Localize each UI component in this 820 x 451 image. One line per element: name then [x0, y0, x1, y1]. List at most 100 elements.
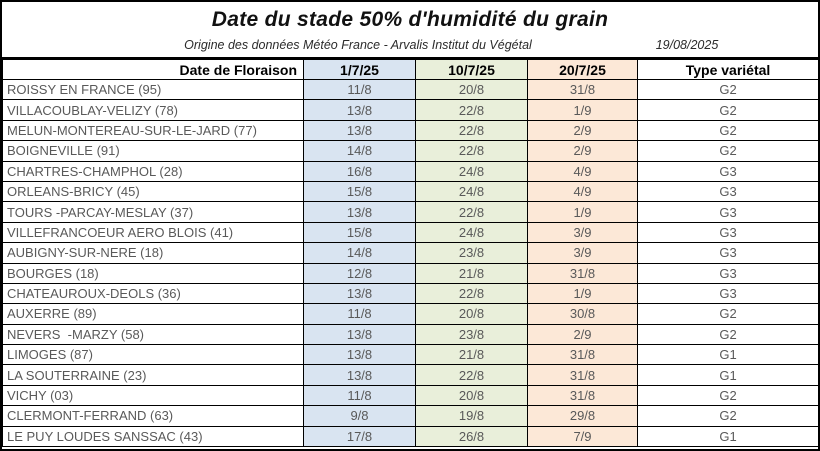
station-cell: LE PUY LOUDES SANSSAC (43)	[2, 425, 304, 448]
station-cell: LIMOGES (87)	[2, 344, 304, 366]
date-cell-20-7: 31/8	[527, 384, 638, 407]
table-row: MELUN-MONTEREAU-SUR-LE-JARD (77) 13/8 22/8…	[2, 119, 818, 142]
date-cell-20-7: 29/8	[527, 405, 638, 427]
station-cell: AUXERRE (89)	[2, 303, 304, 325]
variety-type-cell: G3	[637, 262, 818, 284]
table-row: LE PUY LOUDES SANSSAC (43) 17/8 26/8 7/9 G1	[2, 425, 818, 448]
date-cell-20-7: 4/9	[527, 180, 638, 203]
subtitle-row: Origine des données Météo France - Arval…	[2, 38, 818, 57]
table-row: BOIGNEVILLE (91) 14/8 22/8 2/9 G2	[2, 140, 818, 162]
variety-type-cell: G1	[637, 425, 818, 448]
date-cell-20-7: 1/9	[527, 99, 638, 121]
station-cell: ROISSY EN FRANCE (95)	[2, 78, 304, 101]
date-cell-1-7: 11/8	[303, 384, 416, 407]
table-row: LIMOGES (87) 13/8 21/8 31/8 G1	[2, 344, 818, 366]
station-cell: BOIGNEVILLE (91)	[2, 140, 304, 162]
variety-type-cell: G3	[637, 242, 818, 264]
station-cell: CLERMONT-FERRAND (63)	[2, 405, 304, 427]
date-cell-10-7: 23/8	[415, 323, 528, 346]
variety-type-cell: G3	[637, 201, 818, 223]
table-header-row: Date de Floraison 1/7/25 10/7/25 20/7/25 Typ…	[2, 58, 818, 80]
date-cell-1-7: 14/8	[303, 242, 416, 264]
table-row: AUBIGNY-SUR-NERE (18) 14/8 23/8 3/9 G3	[2, 242, 818, 264]
table-row: AUXERRE (89) 11/8 20/8 30/8 G2	[2, 303, 818, 325]
date-cell-20-7: 2/9	[527, 119, 638, 142]
station-cell: VILLEFRANCOEUR AERO BLOIS (41)	[2, 221, 304, 244]
date-cell-1-7: 12/8	[303, 262, 416, 284]
table-row: LA SOUTERRAINE (23) 13/8 22/8 31/8 G1	[2, 364, 818, 386]
table-row: ORLEANS-BRICY (45) 15/8 24/8 4/9 G3	[2, 180, 818, 203]
column-header-10-7-25: 10/7/25	[415, 58, 528, 80]
date-cell-1-7: 13/8	[303, 282, 416, 305]
data-table: Date de Floraison 1/7/25 10/7/25 20/7/25 Typ…	[2, 57, 818, 448]
variety-type-cell: G1	[637, 364, 818, 386]
station-cell: AUBIGNY-SUR-NERE (18)	[2, 242, 304, 264]
data-source-note: Origine des données Météo France - Arval…	[184, 38, 532, 52]
date-cell-10-7: 22/8	[415, 140, 528, 162]
date-cell-10-7: 22/8	[415, 119, 528, 142]
date-cell-20-7: 7/9	[527, 425, 638, 448]
date-cell-20-7: 30/8	[527, 303, 638, 325]
date-cell-20-7: 1/9	[527, 282, 638, 305]
column-header-type-varietal: Type variétal	[637, 58, 818, 80]
table-body: ROISSY EN FRANCE (95) 11/8 20/8 31/8 G2 VILLA…	[2, 78, 818, 448]
date-cell-20-7: 31/8	[527, 364, 638, 386]
date-cell-1-7: 13/8	[303, 99, 416, 121]
date-cell-20-7: 31/8	[527, 262, 638, 284]
date-cell-20-7: 4/9	[527, 160, 638, 182]
date-cell-10-7: 22/8	[415, 364, 528, 386]
date-cell-1-7: 17/8	[303, 425, 416, 448]
station-cell: VILLACOUBLAY-VELIZY (78)	[2, 99, 304, 121]
column-header-1-7-25: 1/7/25	[303, 58, 416, 80]
report-date: 19/08/2025	[655, 38, 719, 52]
station-cell: ORLEANS-BRICY (45)	[2, 180, 304, 203]
station-cell: MELUN-MONTEREAU-SUR-LE-JARD (77)	[2, 119, 304, 142]
date-cell-10-7: 21/8	[415, 262, 528, 284]
column-header-floraison: Date de Floraison	[2, 58, 304, 80]
date-cell-20-7: 2/9	[527, 140, 638, 162]
variety-type-cell: G2	[637, 303, 818, 325]
variety-type-cell: G2	[637, 140, 818, 162]
variety-type-cell: G3	[637, 160, 818, 182]
date-cell-10-7: 22/8	[415, 99, 528, 121]
date-cell-1-7: 13/8	[303, 344, 416, 366]
table-row: ROISSY EN FRANCE (95) 11/8 20/8 31/8 G2	[2, 78, 818, 101]
station-cell: VICHY (03)	[2, 384, 304, 407]
title-row: Date du stade 50% d'humidité du grain	[2, 2, 818, 38]
date-cell-20-7: 3/9	[527, 221, 638, 244]
date-cell-10-7: 24/8	[415, 160, 528, 182]
variety-type-cell: G2	[637, 405, 818, 427]
table-row: TOURS -PARCAY-MESLAY (37) 13/8 22/8 1/9 G3	[2, 201, 818, 223]
date-cell-20-7: 31/8	[527, 344, 638, 366]
date-cell-1-7: 15/8	[303, 180, 416, 203]
date-cell-1-7: 14/8	[303, 140, 416, 162]
table-row: CHARTRES-CHAMPHOL (28) 16/8 24/8 4/9 G3	[2, 160, 818, 182]
date-cell-1-7: 15/8	[303, 221, 416, 244]
date-cell-1-7: 13/8	[303, 364, 416, 386]
station-cell: TOURS -PARCAY-MESLAY (37)	[2, 201, 304, 223]
station-cell: CHARTRES-CHAMPHOL (28)	[2, 160, 304, 182]
table-row: BOURGES (18) 12/8 21/8 31/8 G3	[2, 262, 818, 284]
column-header-20-7-25: 20/7/25	[527, 58, 638, 80]
date-cell-1-7: 11/8	[303, 303, 416, 325]
table-row: CLERMONT-FERRAND (63) 9/8 19/8 29/8 G2	[2, 405, 818, 427]
date-cell-20-7: 3/9	[527, 242, 638, 264]
table-row: VICHY (03) 11/8 20/8 31/8 G2	[2, 384, 818, 407]
date-cell-20-7: 1/9	[527, 201, 638, 223]
date-cell-10-7: 20/8	[415, 303, 528, 325]
variety-type-cell: G2	[637, 323, 818, 346]
table-row: VILLEFRANCOEUR AERO BLOIS (41) 15/8 24/8 3/…	[2, 221, 818, 244]
table-row: VILLACOUBLAY-VELIZY (78) 13/8 22/8 1/9 G2	[2, 99, 818, 121]
date-cell-10-7: 22/8	[415, 201, 528, 223]
date-cell-1-7: 11/8	[303, 78, 416, 101]
date-cell-1-7: 13/8	[303, 201, 416, 223]
date-cell-10-7: 21/8	[415, 344, 528, 366]
date-cell-10-7: 20/8	[415, 384, 528, 407]
station-cell: CHATEAUROUX-DEOLS (36)	[2, 282, 304, 305]
date-cell-20-7: 2/9	[527, 323, 638, 346]
date-cell-1-7: 16/8	[303, 160, 416, 182]
date-cell-10-7: 22/8	[415, 282, 528, 305]
date-cell-10-7: 24/8	[415, 221, 528, 244]
date-cell-10-7: 23/8	[415, 242, 528, 264]
